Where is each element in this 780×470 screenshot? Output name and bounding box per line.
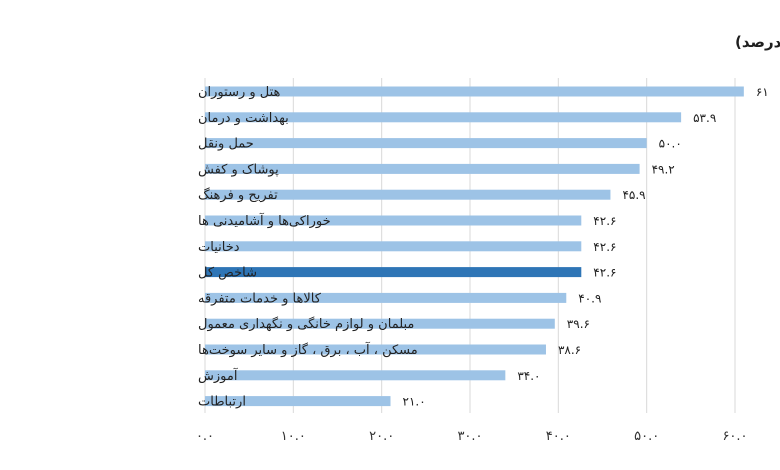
bar [205,344,546,355]
value-label: ۴۹.۲ [652,162,675,176]
category-label: بهداشت و درمان [198,111,289,126]
x-tick-label: ۶۰.۰ [722,429,747,444]
bar [205,241,582,252]
category-labels: هتل و رستوران بهداشت و درمان حمل ونقل پوشاک… [198,85,418,410]
bar [205,138,647,149]
x-tick-label: ۰.۰ [196,429,214,444]
bar [205,396,391,407]
x-tick-label: ۳۰.۰ [457,429,482,444]
value-label: ۴۲.۶ [593,266,616,280]
bar [205,292,567,303]
category-label: پوشاک و کفش [198,162,279,177]
bar [205,189,611,200]
category-label: تفریح و فرهنگ [198,187,278,203]
category-label: کالاها و خدمات متفرقه [198,291,322,306]
value-label: ۵۰.۰ [659,137,682,151]
value-labels: ۶۱ ۵۳.۹ ۵۰.۰ ۴۹.۲ ۴۵.۹ ۴۲.۶ ۴۲.۶ ۴۲.۶ ۴۰.۹ ۳۹.۶ ۳۸… [403,85,769,409]
bar [205,163,640,174]
bars [205,86,744,407]
bar [205,215,582,226]
value-label: ۲۱.۰ [403,395,426,409]
value-label: ۴۲.۶ [593,240,616,254]
category-label: شاخص کل [198,266,257,281]
bar [205,112,682,123]
value-label: ۵۳.۹ [693,111,716,125]
value-label: ۶۱ [756,85,769,99]
x-tick-label: ۲۰.۰ [369,429,394,444]
bar [205,86,744,97]
value-label: ۴۰.۹ [578,291,601,305]
category-label: مسکن ، آب ، برق ، گاز و سایر سوخت‌ها [198,341,418,358]
category-label: دخانیات [198,240,240,255]
x-tick-label: ۴۰.۰ [546,429,571,444]
value-label: ۳۸.۶ [558,343,581,357]
value-label: ۴۲.۶ [593,214,616,228]
category-label: ارتباطات [198,395,246,410]
category-label: آموزش [198,367,239,384]
chart-title: تورم نقطه به نقطه کالاها و خدمات مصرفی خ… [735,33,780,51]
x-tick-label: ۱۰.۰ [281,429,306,444]
category-label: مبلمان و لوازم خانگی و نگهداری معمول [198,316,414,332]
category-label: حمل ونقل [198,137,254,152]
category-label: هتل و رستوران [198,85,281,100]
bar-highlight [205,267,582,278]
value-label: ۳۴.۰ [517,369,540,383]
bar [205,318,555,329]
value-label: ۳۹.۶ [567,317,590,331]
category-label: خوراکی‌ها و آشامیدنی ها [198,212,331,229]
x-axis-ticks: ۰.۰ ۱۰.۰ ۲۰.۰ ۳۰.۰ ۴۰.۰ ۵۰.۰ ۶۰.۰ [196,429,748,444]
bar [205,370,506,381]
value-label: ۴۵.۹ [622,188,645,202]
x-tick-label: ۵۰.۰ [634,429,659,444]
